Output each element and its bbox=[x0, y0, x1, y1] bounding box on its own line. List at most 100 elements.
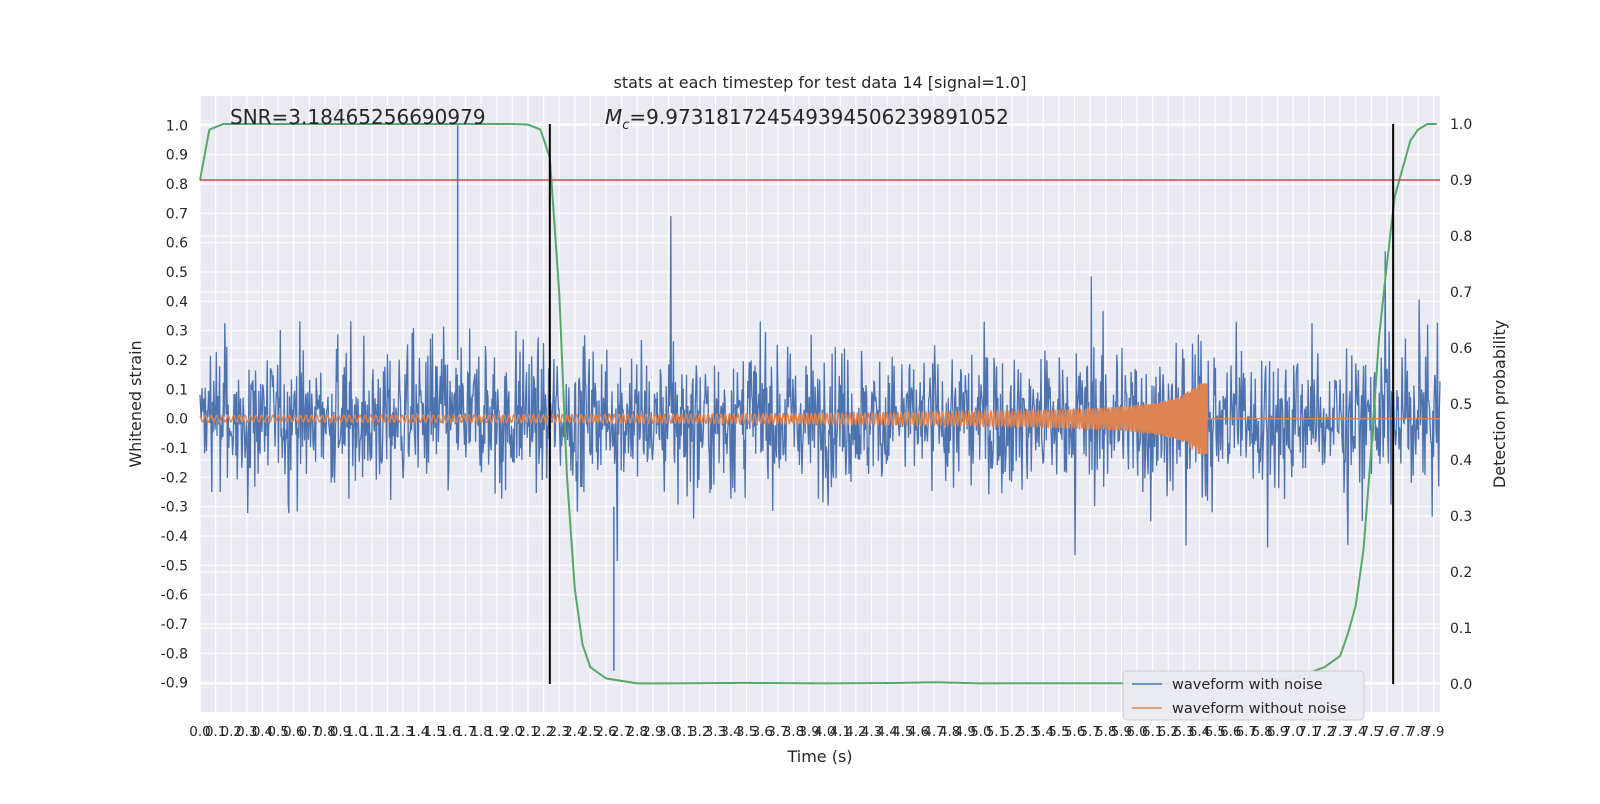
x-tick-label: 5.2 bbox=[1001, 724, 1022, 740]
x-tick-label: 2.6 bbox=[595, 724, 616, 740]
y-tick-label: 0.2 bbox=[166, 353, 188, 369]
x-tick-label: 1.3 bbox=[392, 724, 413, 740]
x-tick-label: 1.7 bbox=[455, 724, 476, 740]
x-tick-label: 3.1 bbox=[673, 724, 694, 740]
legend: waveform with noise waveform without noi… bbox=[1122, 670, 1365, 721]
y-tick-label: 0.8 bbox=[166, 177, 188, 193]
x-tick-label: 5.0 bbox=[970, 724, 991, 740]
clean-waveform-series bbox=[199, 383, 1440, 454]
y2-tick-label: 0.5 bbox=[1450, 397, 1472, 413]
x-tick-label: 0.2 bbox=[220, 724, 241, 740]
legend-box bbox=[1122, 670, 1365, 721]
y-tick-label: -0.2 bbox=[161, 470, 188, 486]
x-tick-label: 0.7 bbox=[299, 724, 320, 740]
x-tick-label: 7.3 bbox=[1329, 724, 1350, 740]
x-tick-label: 0.4 bbox=[252, 724, 273, 740]
x-tick-label: 5.6 bbox=[1064, 724, 1085, 740]
y-tick-label: -0.7 bbox=[161, 617, 188, 633]
chirp-mass-value: =9.973181724549394506239891052 bbox=[629, 105, 1008, 129]
x-tick-label: 4.3 bbox=[861, 724, 882, 740]
y-tick-label: 0.5 bbox=[166, 265, 188, 281]
x-tick-label: 6.9 bbox=[1267, 724, 1288, 740]
x-tick-label: 4.7 bbox=[923, 724, 944, 740]
y-tick-label: -0.5 bbox=[161, 558, 188, 574]
x-tick-label: 5.9 bbox=[1111, 724, 1132, 740]
y2-tick-label: 0.6 bbox=[1450, 341, 1472, 357]
x-tick-label: 5.4 bbox=[1033, 724, 1054, 740]
y2-tick-label: 0.2 bbox=[1450, 565, 1472, 581]
y-tick-label: 0.7 bbox=[166, 206, 188, 222]
x-tick-label: 4.4 bbox=[876, 724, 897, 740]
x-tick-label: 2.5 bbox=[580, 724, 601, 740]
x-tick-label: 3.7 bbox=[767, 724, 788, 740]
x-tick-label: 1.0 bbox=[345, 724, 366, 740]
x-tick-label: 4.8 bbox=[939, 724, 960, 740]
left-y-ticks: 1.0 0.9 0.8 0.7 0.6 0.5 0.4 0.3 0.2 0.1 0.0 -0.1 -0.… bbox=[161, 118, 188, 691]
x-tick-label: 6.7 bbox=[1236, 724, 1257, 740]
y-tick-label: 0.1 bbox=[166, 382, 188, 398]
x-tick-label: 1.6 bbox=[439, 724, 460, 740]
x-tick-label: 6.3 bbox=[1173, 724, 1194, 740]
x-tick-label: 2.3 bbox=[548, 724, 569, 740]
snr-annotation: SNR=3.18465256690979 bbox=[230, 105, 486, 129]
x-tick-label: 1.4 bbox=[408, 724, 429, 740]
legend-label-noisy: waveform with noise bbox=[1172, 677, 1323, 693]
x-tick-label: 2.4 bbox=[564, 724, 585, 740]
y-tick-label: 0.9 bbox=[166, 148, 188, 164]
y2-axis-label: Detection probability bbox=[1490, 320, 1509, 488]
x-tick-label: 0.0 bbox=[189, 724, 210, 740]
x-tick-label: 3.3 bbox=[705, 724, 726, 740]
x-tick-label: 6.4 bbox=[1189, 724, 1210, 740]
x-tick-label: 7.6 bbox=[1376, 724, 1397, 740]
y-tick-label: 0.4 bbox=[166, 294, 188, 310]
x-tick-label: 6.5 bbox=[1204, 724, 1225, 740]
x-tick-label: 7.1 bbox=[1298, 724, 1319, 740]
chirp-mass-annotation: Mc=9.973181724549394506239891052 bbox=[605, 105, 1009, 133]
x-tick-label: 0.6 bbox=[283, 724, 304, 740]
x-tick-label: 7.5 bbox=[1361, 724, 1382, 740]
x-tick-label: 0.3 bbox=[236, 724, 257, 740]
x-tick-label: 1.9 bbox=[486, 724, 507, 740]
y2-tick-label: 0.0 bbox=[1450, 677, 1472, 693]
x-tick-label: 1.2 bbox=[377, 724, 398, 740]
y-tick-label: -0.3 bbox=[161, 500, 188, 516]
y2-tick-label: 1.0 bbox=[1450, 117, 1472, 133]
x-tick-label: 3.5 bbox=[736, 724, 757, 740]
y-tick-label: -0.8 bbox=[161, 646, 188, 662]
x-tick-label: 4.0 bbox=[814, 724, 835, 740]
x-tick-label: 6.8 bbox=[1251, 724, 1272, 740]
x-tick-label: 2.0 bbox=[502, 724, 523, 740]
chirp-mass-subscript: c bbox=[622, 118, 629, 133]
x-tick-label: 0.8 bbox=[314, 724, 335, 740]
x-tick-label: 1.8 bbox=[470, 724, 491, 740]
x-tick-label: 7.9 bbox=[1423, 724, 1444, 740]
x-tick-label: 3.6 bbox=[751, 724, 772, 740]
reference-lines bbox=[200, 124, 1440, 684]
x-tick-label: 7.4 bbox=[1345, 724, 1366, 740]
right-y-ticks: 1.0 0.9 0.8 0.7 0.6 0.5 0.4 0.3 0.2 0.1 0.0 bbox=[1450, 117, 1472, 693]
x-tick-label: 1.1 bbox=[361, 724, 382, 740]
y-axis-label: Whitened strain bbox=[126, 340, 145, 467]
x-tick-label: 7.2 bbox=[1314, 724, 1335, 740]
probability-series bbox=[199, 123, 1437, 685]
x-tick-label: 2.8 bbox=[627, 724, 648, 740]
y2-tick-label: 0.4 bbox=[1450, 453, 1472, 469]
x-tick-label: 0.1 bbox=[205, 724, 226, 740]
y-tick-label: 0.3 bbox=[166, 324, 188, 340]
legend-label-clean: waveform without noise bbox=[1172, 701, 1346, 717]
x-tick-label: 6.1 bbox=[1142, 724, 1163, 740]
clean-waveform-line bbox=[199, 383, 1440, 454]
x-tick-label: 3.8 bbox=[783, 724, 804, 740]
x-tick-label: 3.9 bbox=[798, 724, 819, 740]
y-tick-label: -0.6 bbox=[161, 588, 188, 604]
x-tick-label: 4.2 bbox=[845, 724, 866, 740]
x-tick-label: 3.2 bbox=[689, 724, 710, 740]
x-tick-label: 5.5 bbox=[1048, 724, 1069, 740]
x-tick-label: 5.7 bbox=[1079, 724, 1100, 740]
x-tick-label: 7.8 bbox=[1407, 724, 1428, 740]
x-tick-label: 2.1 bbox=[517, 724, 538, 740]
x-ticks: 0.00.10.20.30.40.50.60.70.80.91.01.11.21… bbox=[189, 724, 1444, 740]
x-tick-label: 4.5 bbox=[892, 724, 913, 740]
